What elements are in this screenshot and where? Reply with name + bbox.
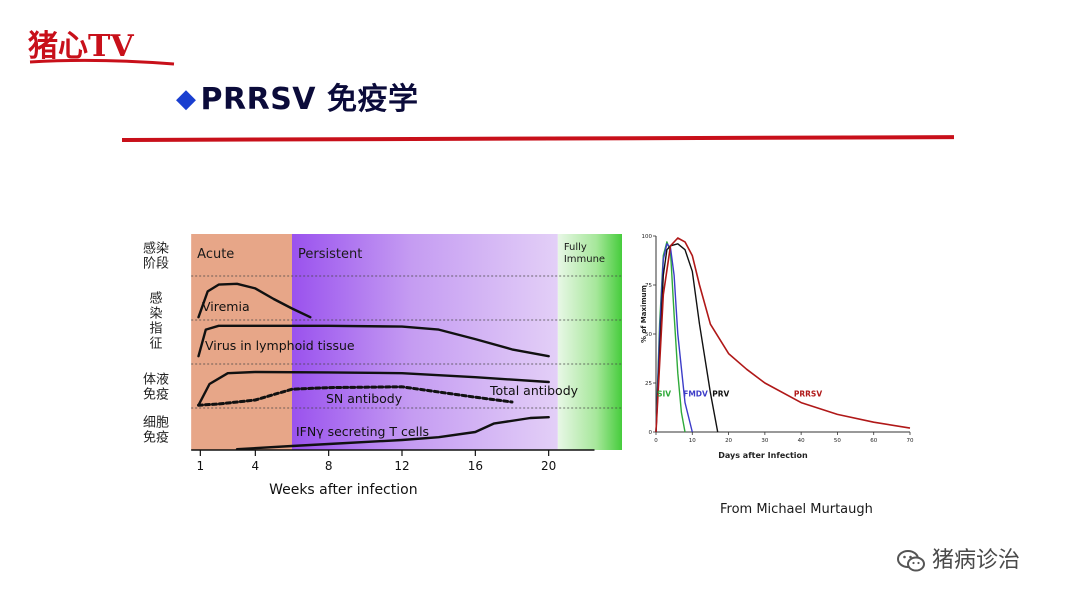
watermark-text: 猪病诊治 — [932, 548, 1021, 573]
phase-band-persistent — [292, 234, 558, 450]
x-axis: 1 4 8 12 16 20 Weeks after infection — [191, 449, 595, 498]
prrsv-immunity-timeline-chart: Acute Persistent Fully Immune 感染阶段感染指征体液免疫细… — [143, 234, 622, 498]
x-tick-label: 12 — [394, 459, 409, 473]
series-line-viremia — [197, 282, 312, 319]
series-label-viremia: Viremia — [202, 299, 250, 314]
mini-series-lines — [655, 237, 911, 433]
mini-axes: 0 25 50 75 100 0 10 20 30 40 50 60 70 Days after Infe… — [640, 234, 914, 460]
watermark: 猪病诊治 — [896, 542, 1020, 574]
mini-y-tick-label: 75 — [645, 283, 652, 289]
row-label: 体液免疫 — [143, 373, 169, 403]
mini-y-tick-label: 0 — [649, 430, 653, 436]
x-tick-label: 4 — [252, 459, 260, 473]
mini-series-line-prv — [655, 243, 719, 433]
series-line-sn-antibody — [197, 385, 514, 407]
slide-title-text: PRRSV 免疫学 — [200, 82, 419, 117]
x-tick-label: 8 — [325, 459, 333, 473]
mini-x-tick-label: 0 — [654, 438, 658, 444]
phase-label-acute: Acute — [197, 247, 234, 262]
virus-comparison-chart: 0 25 50 75 100 0 10 20 30 40 50 60 70 Days after Infe… — [640, 234, 914, 460]
mini-x-axis-title: Days after Infection — [718, 451, 808, 460]
mini-series-label-fmdv: FMDV — [683, 390, 708, 399]
series-label-sn-antibody: SN antibody — [326, 391, 403, 406]
mini-x-tick-label: 60 — [870, 438, 877, 444]
slide-title: ◆ PRRSV 免疫学 — [176, 74, 418, 118]
phase-label-fully-immune: Fully Immune — [564, 242, 605, 265]
mini-x-tick-label: 70 — [907, 438, 914, 444]
series-line-virus-in-lymphoid-tissue — [197, 324, 550, 358]
brand-logo: 猪心TV — [28, 29, 175, 66]
mini-series-label-prv: PRV — [712, 390, 729, 399]
mini-x-tick-label: 40 — [798, 438, 805, 444]
mini-series-label-prrsv: PRRSV — [794, 390, 822, 399]
logo-swoosh — [29, 58, 175, 66]
mini-x-tick-label: 10 — [689, 438, 696, 444]
source-credit: From Michael Murtaugh — [720, 502, 873, 517]
phase-label-persistent: Persistent — [298, 247, 362, 262]
mini-y-axis-title: % of Maximum — [640, 285, 648, 343]
series-label-ifn-secreting-t-cells: IFNγ secreting T cells — [296, 424, 429, 439]
diamond-bullet-icon: ◆ — [176, 84, 197, 114]
x-tick-label: 16 — [468, 459, 483, 473]
x-axis-title: Weeks after infection — [269, 482, 418, 498]
wechat-icon — [897, 550, 925, 572]
logo-text: 猪心TV — [28, 29, 134, 64]
mini-series-line-prrsv — [655, 237, 911, 433]
mini-x-tick-label: 50 — [834, 438, 841, 444]
title-divider — [121, 135, 955, 142]
mini-y-tick-label: 50 — [645, 332, 652, 338]
mini-x-tick-label: 30 — [761, 438, 768, 444]
row-label: 感染指征 — [149, 291, 162, 352]
phase-bands: Acute Persistent Fully Immune — [191, 234, 622, 450]
series-line-ifn-secreting-t-cells — [235, 416, 550, 451]
mini-series-labels: SIV FMDV PRV PRRSV — [657, 390, 822, 399]
series-lines: Viremia Virus in lymphoid tissue Total ant… — [197, 282, 579, 451]
mini-y-tick-label: 25 — [645, 381, 652, 387]
row-label: 感染阶段 — [143, 241, 169, 272]
x-tick-label: 20 — [541, 459, 556, 473]
mini-y-tick-label: 100 — [642, 234, 653, 240]
mini-x-tick-label: 20 — [725, 438, 732, 444]
series-line-total-antibody — [197, 370, 550, 407]
phase-band-fully-immune — [557, 234, 622, 450]
x-tick-label: 1 — [197, 459, 205, 473]
series-label-virus-in-lymphoid-tissue: Virus in lymphoid tissue — [205, 338, 355, 353]
row-label: 细胞免疫 — [143, 416, 169, 446]
mini-series-label-siv: SIV — [657, 390, 671, 399]
series-label-total-antibody: Total antibody — [489, 383, 579, 398]
phase-band-acute — [191, 234, 292, 450]
